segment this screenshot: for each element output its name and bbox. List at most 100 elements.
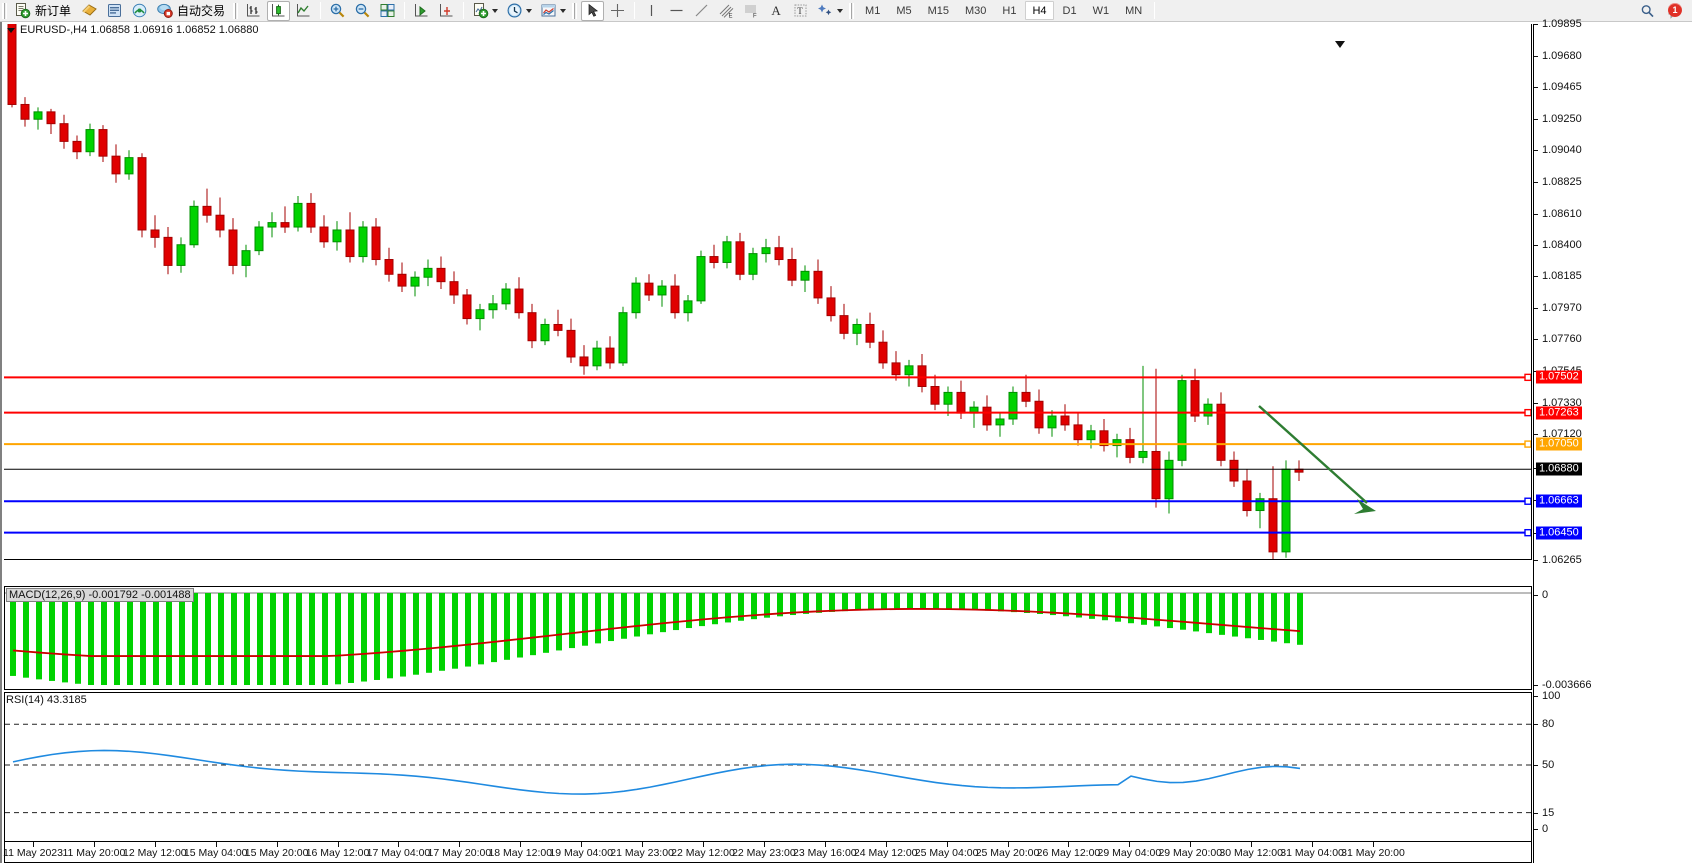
macd-tick [1534,685,1538,686]
price-tick [1534,433,1538,435]
price-tag-support[interactable]: 1.06663 [1536,494,1582,508]
price-tag-resistance[interactable]: 1.07263 [1536,406,1582,420]
toolbar-grip-3[interactable] [572,2,578,19]
candlestick-chart-button[interactable] [267,0,291,21]
fibonacci-button[interactable]: F [740,1,763,21]
timeframe-button-m15[interactable]: M15 [927,4,949,17]
timeframe-button-m30[interactable]: M30 [965,4,987,17]
toolbar-grip-1[interactable] [2,2,7,19]
auto-scroll-icon [415,4,428,17]
time-tick [93,842,95,847]
time-axis-label: 24 May 12:00 [853,847,918,859]
price-tag-resistance[interactable]: 1.07502 [1536,370,1582,384]
expert-advisor-button[interactable] [78,1,101,21]
timeframe-button-h4[interactable]: H4 [1025,1,1054,20]
rsi-plot [5,723,1531,814]
chart-collapse-arrow-icon[interactable] [1335,41,1345,48]
price-tick-label: 1.08610 [1542,207,1582,220]
zoom-in-icon [330,3,345,18]
time-axis-right-pad [1533,842,1692,863]
price-tag-current-price[interactable]: 1.06880 [1536,462,1582,476]
templates-dropdown-caret[interactable] [560,8,567,13]
crosshair-button[interactable] [606,1,629,21]
timeframe-button-m1[interactable]: M1 [865,4,881,17]
macd-tick [1534,595,1538,596]
rsi-tick [1534,696,1538,697]
price-tick [1534,55,1538,57]
data-window-button[interactable] [103,1,126,21]
objects-button[interactable] [814,1,846,21]
zoom-out-button[interactable] [351,1,374,21]
price-tick-label: 1.07330 [1542,396,1582,409]
price-pane[interactable] [4,24,1532,560]
horizontal-line-button[interactable] [665,1,688,21]
price-tick-label: 1.09250 [1542,113,1582,126]
price-candlesticks [4,24,1531,559]
time-tick [946,842,948,847]
time-axis-label: 29 May 20:00 [1158,847,1223,859]
bar-chart-button[interactable] [242,1,265,21]
timeframe-group: M1 M5 M15 M30 H1 H4 D1 W1 MN [857,1,1150,20]
macd-pane[interactable] [4,586,1532,690]
price-tick-label: 1.06265 [1542,554,1582,566]
fibonacci-icon: F [745,5,757,19]
toolbar-separator-2 [404,2,406,19]
timeframe-button-mn[interactable]: MN [1125,4,1143,17]
text-button[interactable]: A [765,1,787,21]
time-axis-label: 31 May 20:00 [1341,847,1405,859]
chart-shift-button[interactable] [435,1,458,21]
autotrading-icon [157,3,173,18]
timeframe-button-w1[interactable]: W1 [1092,4,1110,17]
timeframe-button-h1[interactable]: H1 [1002,4,1017,17]
rsi-tick [1534,813,1538,815]
time-tick [885,842,887,847]
price-tick [1534,150,1538,152]
rsi-tick-label: 15 [1542,807,1555,820]
toolbar-grip-2[interactable] [233,2,239,19]
rsi-tick-label: 0 [1542,823,1549,836]
indicators-button[interactable] [469,1,501,21]
navigator-button[interactable] [128,1,151,21]
zoom-in-button[interactable] [326,1,349,21]
time-axis-label: 11 May 2023 [3,847,63,859]
macd-indicator-label[interactable]: MACD(12,26,9) -0.001792 -0.001488 [6,588,194,602]
notifications-button[interactable]: 1 [1661,1,1687,21]
toolbar-grip-4[interactable] [849,2,855,19]
trendline-button[interactable] [690,1,713,21]
line-chart-button[interactable] [292,1,315,21]
macd-plot [5,592,1531,685]
period-button[interactable] [503,1,535,21]
indicators-dropdown-caret[interactable] [492,8,499,13]
price-tick-label: 1.09465 [1542,81,1582,94]
price-tag-pivot[interactable]: 1.07050 [1536,437,1582,451]
equidistant-channel-button[interactable]: E [715,1,738,21]
period-dropdown-caret[interactable] [526,8,533,13]
time-axis-label: 12 May 12:00 [122,847,187,859]
timeframe-button-m5[interactable]: M5 [896,4,912,17]
price-scale[interactable]: 1.09895 1.09680 1.09465 1.09250 1.09040 1.088… [1533,18,1692,842]
chart-menu-caret-icon[interactable] [7,27,15,33]
vertical-line-icon [650,5,653,16]
market-watch-button[interactable] [376,1,399,21]
price-tick [1534,308,1538,310]
objects-dropdown-caret[interactable] [837,8,844,13]
vertical-line-button[interactable] [640,1,663,21]
rsi-pane[interactable] [4,692,1532,842]
timeframe-button-d1[interactable]: D1 [1062,4,1077,17]
text-label-icon: T [794,4,807,17]
rsi-indicator-label[interactable]: RSI(14) 43.3185 [6,694,87,706]
time-axis[interactable]: 11 May 2023 11 May 20:00 12 May 12:00 15 Ma… [3,842,1532,863]
price-tag-support[interactable]: 1.06450 [1536,526,1582,540]
autotrading-button[interactable]: 自动交易 [153,1,230,21]
search-button[interactable] [1636,1,1659,21]
new-order-button[interactable]: 新订单 [11,1,76,21]
text-label-button[interactable]: T [789,1,812,21]
time-tick [1007,842,1009,847]
cursor-button[interactable] [581,0,605,21]
templates-button[interactable] [537,1,569,21]
horizontal-line-icon [670,9,683,12]
time-tick [33,842,34,847]
time-axis-label: 17 May 20:00 [427,847,492,859]
auto-scroll-button[interactable] [410,1,433,21]
price-tick-label: 1.08400 [1542,238,1582,251]
